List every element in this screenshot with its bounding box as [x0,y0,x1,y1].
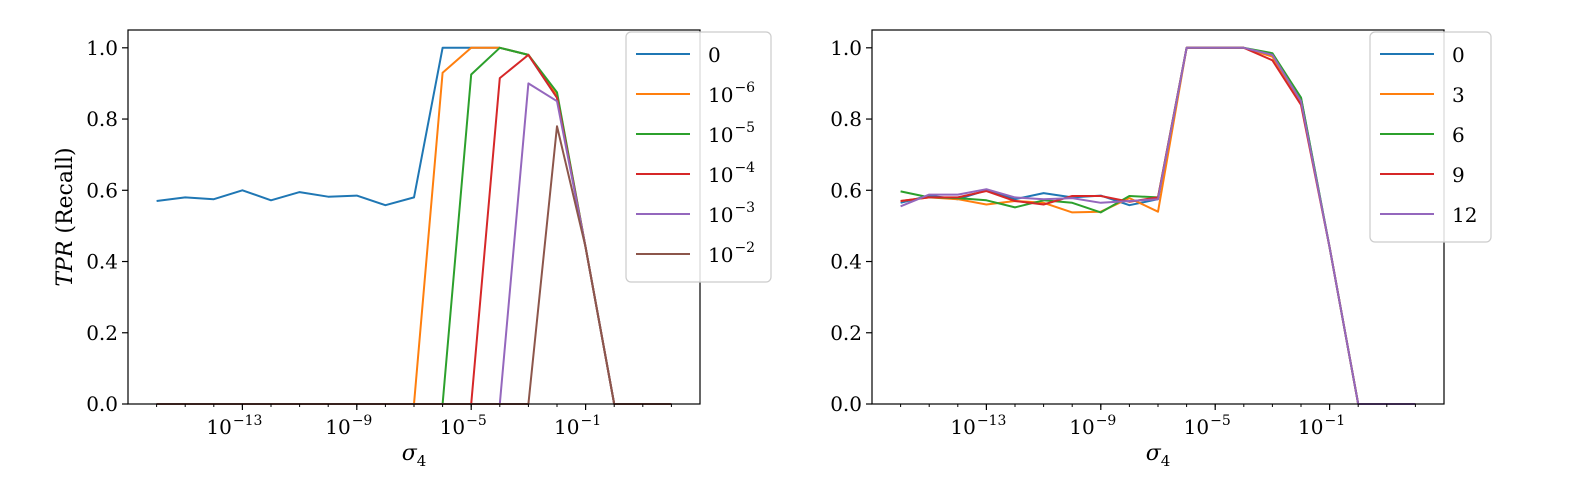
legend: 010−610−510−410−310−2 [625,31,772,283]
series-line-0-3 [156,53,672,405]
x-tick-label: 10−13 [206,413,262,439]
y-tick-label: 0.8 [86,107,118,131]
legend-box [1369,31,1492,243]
left-chart-panel: 0.0 0.2 0.4 0.6 0.8 1.0 10−13 10−9 10−5 10−1 σ4 TPR… [53,29,772,470]
y-tick-label: 1.0 [830,36,862,60]
legend-label: 0 [1452,43,1465,67]
legend-label: 10−5 [708,120,755,147]
series-line-1-4 [900,46,1416,405]
y-tick-label: 0.4 [86,250,118,274]
plot-frame [127,29,701,405]
legend-label: 12 [1452,203,1477,227]
x-tick-label: 10−13 [950,413,1006,439]
y-tick-label: 0.0 [830,392,862,416]
x-axis-label: σ4 [402,441,427,470]
x-tick-label: 10−1 [554,413,601,439]
y-tick-label: 0.2 [830,321,862,345]
legend-label: 9 [1452,163,1465,187]
x-tick-label: 10−9 [325,413,372,439]
legend-label: 0 [708,43,721,67]
series-line-1-1 [900,46,1416,405]
y-tick-label: 0.6 [830,178,862,202]
series-line-0-1 [156,46,672,405]
plot-frame [871,29,1445,405]
series-line-1-2 [900,46,1416,405]
legend: 0 3 6 9 12 [1369,31,1492,243]
y-tick-label: 0.4 [830,250,862,274]
y-tick-label: 0.8 [830,107,862,131]
legend-label: 6 [1452,123,1465,147]
y-tick-label: 0.0 [86,392,118,416]
series-line-0-4 [156,82,672,405]
y-axis-label: TPR (Recall) [53,147,78,286]
y-tick-label: 0.2 [86,321,118,345]
series-line-1-3 [900,46,1416,405]
series-line-0-2 [156,46,672,405]
legend-label: 3 [1452,83,1465,107]
x-tick-label: 10−1 [1298,413,1345,439]
x-axis-label: σ4 [1146,441,1171,470]
series-line-0-5 [156,125,672,405]
y-tick-label: 1.0 [86,36,118,60]
x-tick-label: 10−9 [1069,413,1116,439]
x-tick-label: 10−5 [440,413,487,439]
series-line-1-0 [900,46,1416,405]
right-chart-panel: 0.0 0.2 0.4 0.6 0.8 1.0 10−13 10−9 10−5 10−1 σ4 0 3 6… [830,29,1492,470]
y-tick-label: 0.6 [86,178,118,202]
series-line-0-0 [156,46,672,405]
x-tick-label: 10−5 [1184,413,1231,439]
